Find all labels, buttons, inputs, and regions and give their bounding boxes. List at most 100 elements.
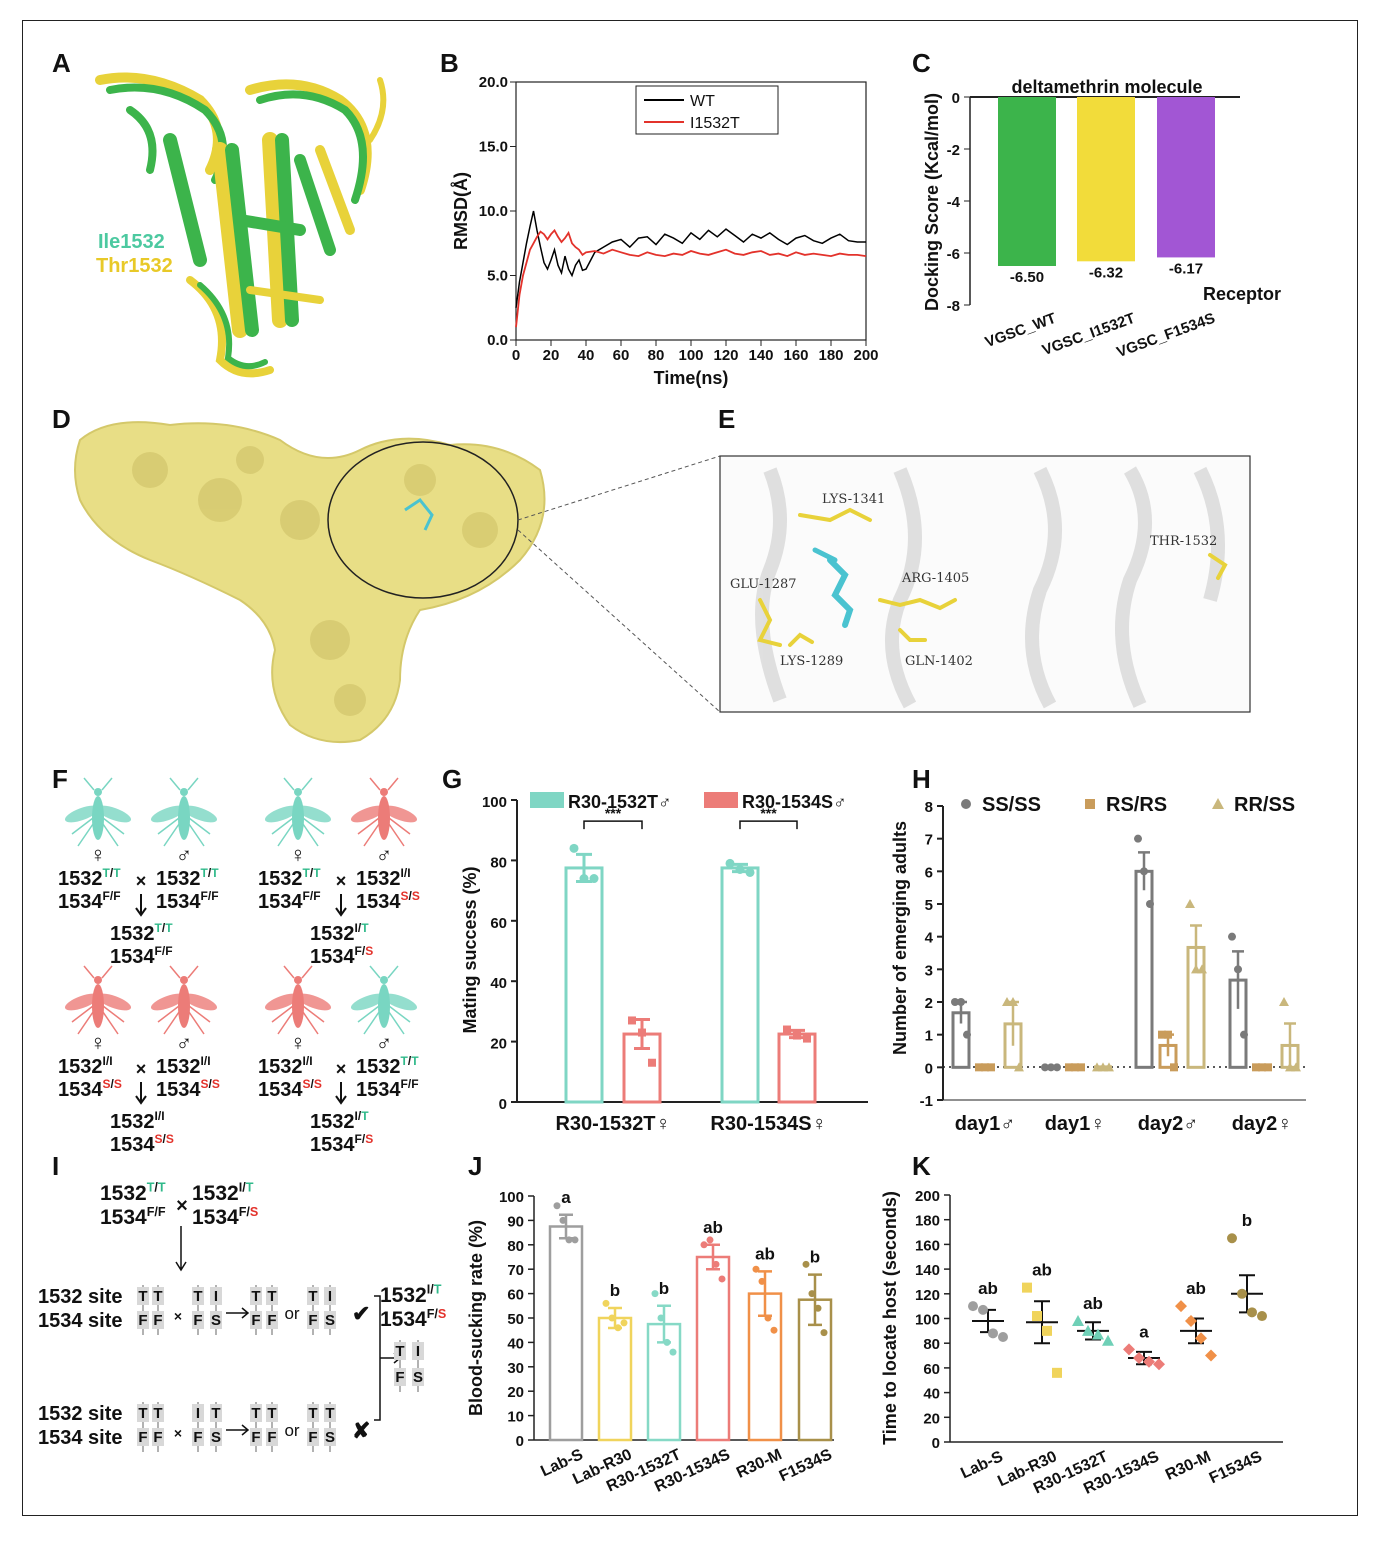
rmsd-x-axis-label: Time(ns) [654,368,729,388]
emerging-point [951,998,959,1006]
legend-label-r30-1534s: R30-1534S♂ [742,792,847,812]
cross-symbol: × [136,1059,147,1079]
y-tick-label: -8 [947,298,960,315]
significance-letter: b [1242,1211,1252,1230]
allele-1534: S [325,1312,335,1329]
blood-sucking-point [758,1277,766,1285]
blood-sucking-category-label: F1534S [777,1446,835,1485]
emerging-point [957,998,965,1006]
allele-box [324,1404,336,1422]
mating-point [569,843,579,853]
y-tick-label: 5.0 [487,268,508,285]
docking-value-label: -6.17 [1169,260,1203,277]
female-symbol: ♀ [290,842,307,867]
locate-host-point [1042,1325,1052,1336]
mating-point [735,864,745,874]
or-label: or [284,1421,299,1440]
emerging-point [963,1030,971,1039]
emerging-point [1041,1063,1049,1072]
y-tick-label: 100 [499,1189,524,1206]
residue-glu-1287: GLU-1287 [730,577,797,592]
allele-1534: F [193,1429,202,1446]
emerging-point [1071,1063,1079,1072]
cross-offspring-genotype-1534: 1534S/S [110,1132,174,1156]
emerging-point [1240,1030,1248,1039]
y-tick-label: 1 [925,1028,933,1045]
y-tick-label: 0 [952,90,960,107]
blood-sucking-point [614,1324,622,1332]
blood-sucking-point [770,1326,778,1334]
allele-box [210,1311,222,1329]
mating-legend: R30-1532T♂ R30-1534S♂ [530,792,847,812]
y-tick-label: 6 [925,864,933,881]
allele-box [324,1428,336,1446]
allele-box [412,1368,424,1386]
y-tick-label: 20 [923,1410,940,1427]
locate-host-point [1092,1328,1104,1340]
i-arrow-down [175,1226,187,1272]
x-tick-label: 160 [783,347,808,364]
allele-box [152,1428,164,1446]
blood-sucking-point [608,1314,616,1322]
allele-1534: F [251,1312,260,1329]
y-tick-label: 2 [925,995,933,1012]
emerging-point [1291,1062,1301,1072]
locate-host-point [1185,1314,1197,1327]
blood-sucking-point [663,1338,671,1346]
y-tick-label: 180 [915,1213,940,1230]
allele-box [152,1404,164,1422]
allele-1532: I [328,1288,332,1305]
y-tick-label: 4 [925,930,934,947]
y-tick-label: 80 [507,1238,524,1255]
significance-label: *** [605,805,622,821]
allele-box [250,1311,262,1329]
allele-1534: F [267,1429,276,1446]
residue-lys-1289: LYS-1289 [780,654,843,669]
locate-host-point [1052,1367,1062,1378]
docking-bar-vgsc_i1532t [1077,97,1135,262]
allele-box [192,1428,204,1446]
allele-box [266,1287,278,1305]
locate-host-point [1195,1332,1207,1345]
allele-box [137,1311,149,1329]
x-tick-label: 120 [713,347,738,364]
allele-1532: T [211,1405,220,1422]
blood-sucking-bar [597,1316,633,1442]
locate-host-point [1022,1282,1032,1293]
emerging-y-axis-label: Number of emerging adults [890,821,910,1055]
emerging-point [1164,1030,1172,1039]
emerging-point [1047,1063,1055,1072]
legend-label-r30-1532t: R30-1532T♂ [568,792,672,812]
allele-box [250,1428,262,1446]
cross-symbol: × [136,871,147,891]
male-symbol: ♂ [376,842,393,867]
significance-bracket [739,820,798,830]
female-symbol: ♀ [290,1030,307,1055]
allele-1534: F [138,1429,147,1446]
site-1532-label: 1532 site [38,1403,123,1425]
emerging-point [1252,1063,1260,1072]
allele-box [324,1287,336,1305]
allele-1534: F [267,1312,276,1329]
cross-male-genotype-1534: 1534S/S [356,889,420,913]
emerging-point [1140,867,1148,876]
emerging-point [975,1063,983,1072]
emerging-category-label: day1♂ [955,1113,1016,1135]
allele-box [192,1311,204,1329]
cross-female-genotype-1532: 1532T/T [58,866,121,890]
y-tick-label: 40 [923,1386,940,1403]
cross-symbol: × [176,1195,188,1217]
emerging-point [1228,932,1236,941]
series-line-i1532t [515,228,867,328]
allele-box [324,1311,336,1329]
panel-letter-c: C [912,48,931,78]
locate-host-mean-bar [972,1308,1004,1334]
locate-host-point [1032,1311,1042,1322]
locate-host-point [1072,1314,1084,1326]
significance-letter: b [659,1279,669,1298]
cross-arrow [135,894,147,917]
blood-sucking-point [706,1236,714,1244]
cross-mark: ✘ [352,1418,370,1443]
